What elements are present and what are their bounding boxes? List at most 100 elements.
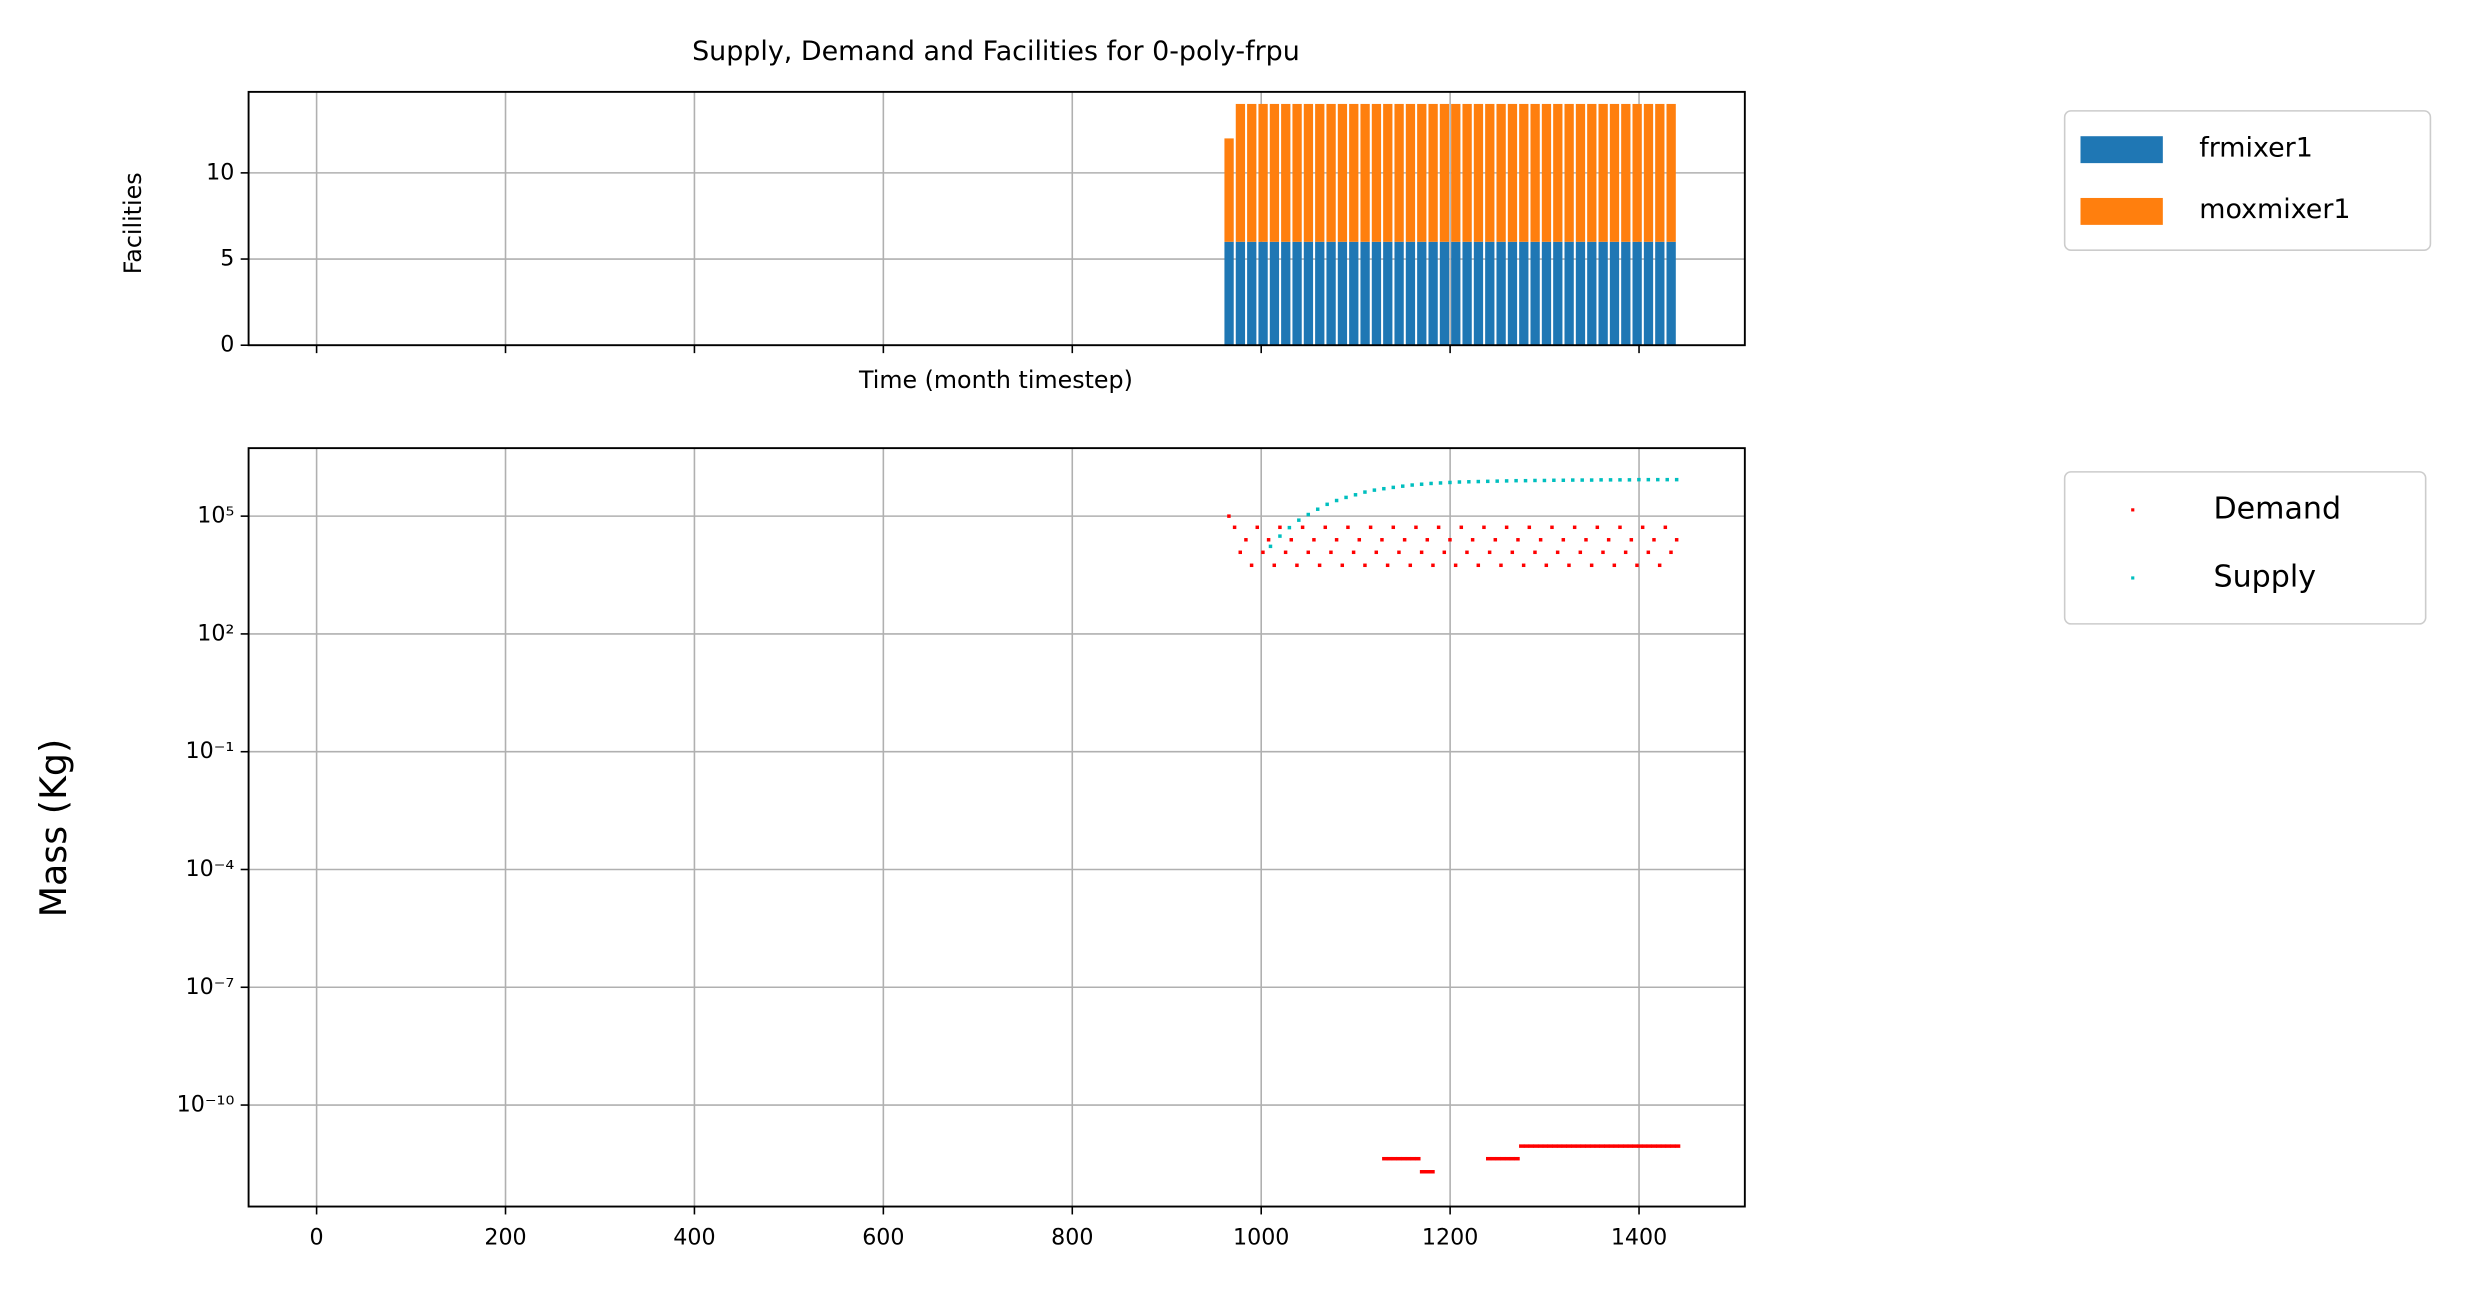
point bbox=[1533, 550, 1537, 555]
point bbox=[1266, 538, 1271, 542]
bar bbox=[1496, 103, 1506, 242]
point bbox=[1289, 538, 1294, 542]
point bbox=[1561, 478, 1566, 483]
y-tick-label: 10² bbox=[197, 620, 234, 646]
point bbox=[1627, 1144, 1634, 1148]
point bbox=[1629, 538, 1634, 542]
bar bbox=[1632, 103, 1642, 242]
point bbox=[1527, 525, 1532, 530]
point bbox=[1467, 480, 1471, 484]
point bbox=[1442, 550, 1447, 555]
point bbox=[1618, 478, 1622, 482]
point bbox=[1457, 480, 1462, 484]
point bbox=[1323, 525, 1328, 530]
point bbox=[1368, 525, 1373, 530]
legend-label: Supply bbox=[2214, 559, 2317, 594]
bar bbox=[1643, 103, 1654, 242]
point bbox=[1608, 478, 1613, 482]
point bbox=[1618, 525, 1622, 530]
chart-title: Supply, Demand and Facilities for 0-poly… bbox=[692, 36, 1300, 67]
point bbox=[1537, 1144, 1544, 1148]
point bbox=[1589, 478, 1594, 482]
point bbox=[1665, 477, 1669, 482]
point bbox=[1382, 486, 1386, 491]
point bbox=[1363, 563, 1367, 568]
point bbox=[1486, 479, 1490, 484]
point bbox=[1637, 477, 1641, 482]
point bbox=[1487, 550, 1492, 555]
bar bbox=[1621, 103, 1631, 242]
point bbox=[1408, 563, 1413, 568]
point bbox=[1604, 1144, 1610, 1148]
point bbox=[1386, 1156, 1393, 1161]
legend-label: moxmixer1 bbox=[2199, 194, 2350, 225]
point bbox=[1283, 550, 1288, 555]
point bbox=[1533, 1144, 1539, 1148]
point bbox=[1547, 1144, 1553, 1148]
bar bbox=[1235, 103, 1246, 242]
point bbox=[1261, 550, 1265, 555]
bar bbox=[1281, 103, 1291, 242]
point bbox=[1618, 1144, 1624, 1148]
bar bbox=[1553, 103, 1563, 242]
bar bbox=[1530, 103, 1540, 242]
point bbox=[1651, 1144, 1657, 1148]
bar bbox=[1439, 103, 1450, 242]
point bbox=[1674, 538, 1679, 542]
point bbox=[1272, 563, 1277, 568]
point bbox=[1424, 1170, 1430, 1174]
point bbox=[1504, 479, 1509, 483]
bar bbox=[1439, 241, 1450, 346]
bar bbox=[1564, 241, 1574, 346]
point bbox=[1533, 478, 1537, 483]
y-tick-label: 0 bbox=[220, 332, 234, 358]
point bbox=[1372, 488, 1377, 492]
point bbox=[1414, 525, 1418, 530]
point bbox=[1436, 525, 1441, 530]
bar bbox=[1598, 103, 1608, 242]
point bbox=[1663, 525, 1668, 530]
point bbox=[1415, 1156, 1421, 1161]
y-tick-label: 10⁻¹⁰ bbox=[177, 1092, 235, 1118]
bar bbox=[1541, 103, 1552, 242]
bar bbox=[1371, 103, 1382, 242]
bar bbox=[1643, 241, 1654, 346]
axes-frame bbox=[247, 447, 1746, 1208]
y-tick-label: 10 bbox=[206, 159, 234, 185]
legend-marker bbox=[2131, 508, 2135, 512]
bar bbox=[1247, 241, 1257, 346]
bar bbox=[1235, 241, 1246, 346]
legend-swatch bbox=[2080, 136, 2163, 164]
point bbox=[1465, 550, 1469, 555]
bar bbox=[1473, 103, 1484, 242]
point bbox=[1589, 1144, 1596, 1148]
point bbox=[1670, 1144, 1676, 1148]
point bbox=[1652, 538, 1656, 542]
point bbox=[1405, 1156, 1412, 1161]
point bbox=[1374, 550, 1379, 555]
bar bbox=[1485, 103, 1495, 242]
point bbox=[1499, 563, 1503, 568]
point bbox=[1249, 563, 1254, 568]
point bbox=[1599, 478, 1603, 482]
point bbox=[1482, 525, 1486, 530]
point bbox=[1410, 1156, 1416, 1161]
bar bbox=[1507, 103, 1518, 242]
point bbox=[1459, 525, 1464, 530]
point bbox=[1580, 478, 1584, 482]
point bbox=[1552, 478, 1556, 483]
point bbox=[1567, 563, 1571, 568]
bar bbox=[1655, 103, 1665, 242]
x-axis-label: Time (month timestep) bbox=[858, 366, 1133, 394]
point bbox=[1419, 482, 1424, 486]
point bbox=[1595, 525, 1600, 530]
point bbox=[1589, 563, 1594, 568]
bar bbox=[1326, 103, 1336, 242]
bar bbox=[1371, 241, 1382, 346]
bar bbox=[1258, 241, 1268, 346]
point bbox=[1493, 538, 1498, 542]
bar bbox=[1337, 241, 1348, 346]
point bbox=[1646, 1144, 1652, 1148]
x-tick-label: 600 bbox=[862, 1225, 904, 1251]
bar bbox=[1553, 241, 1563, 346]
